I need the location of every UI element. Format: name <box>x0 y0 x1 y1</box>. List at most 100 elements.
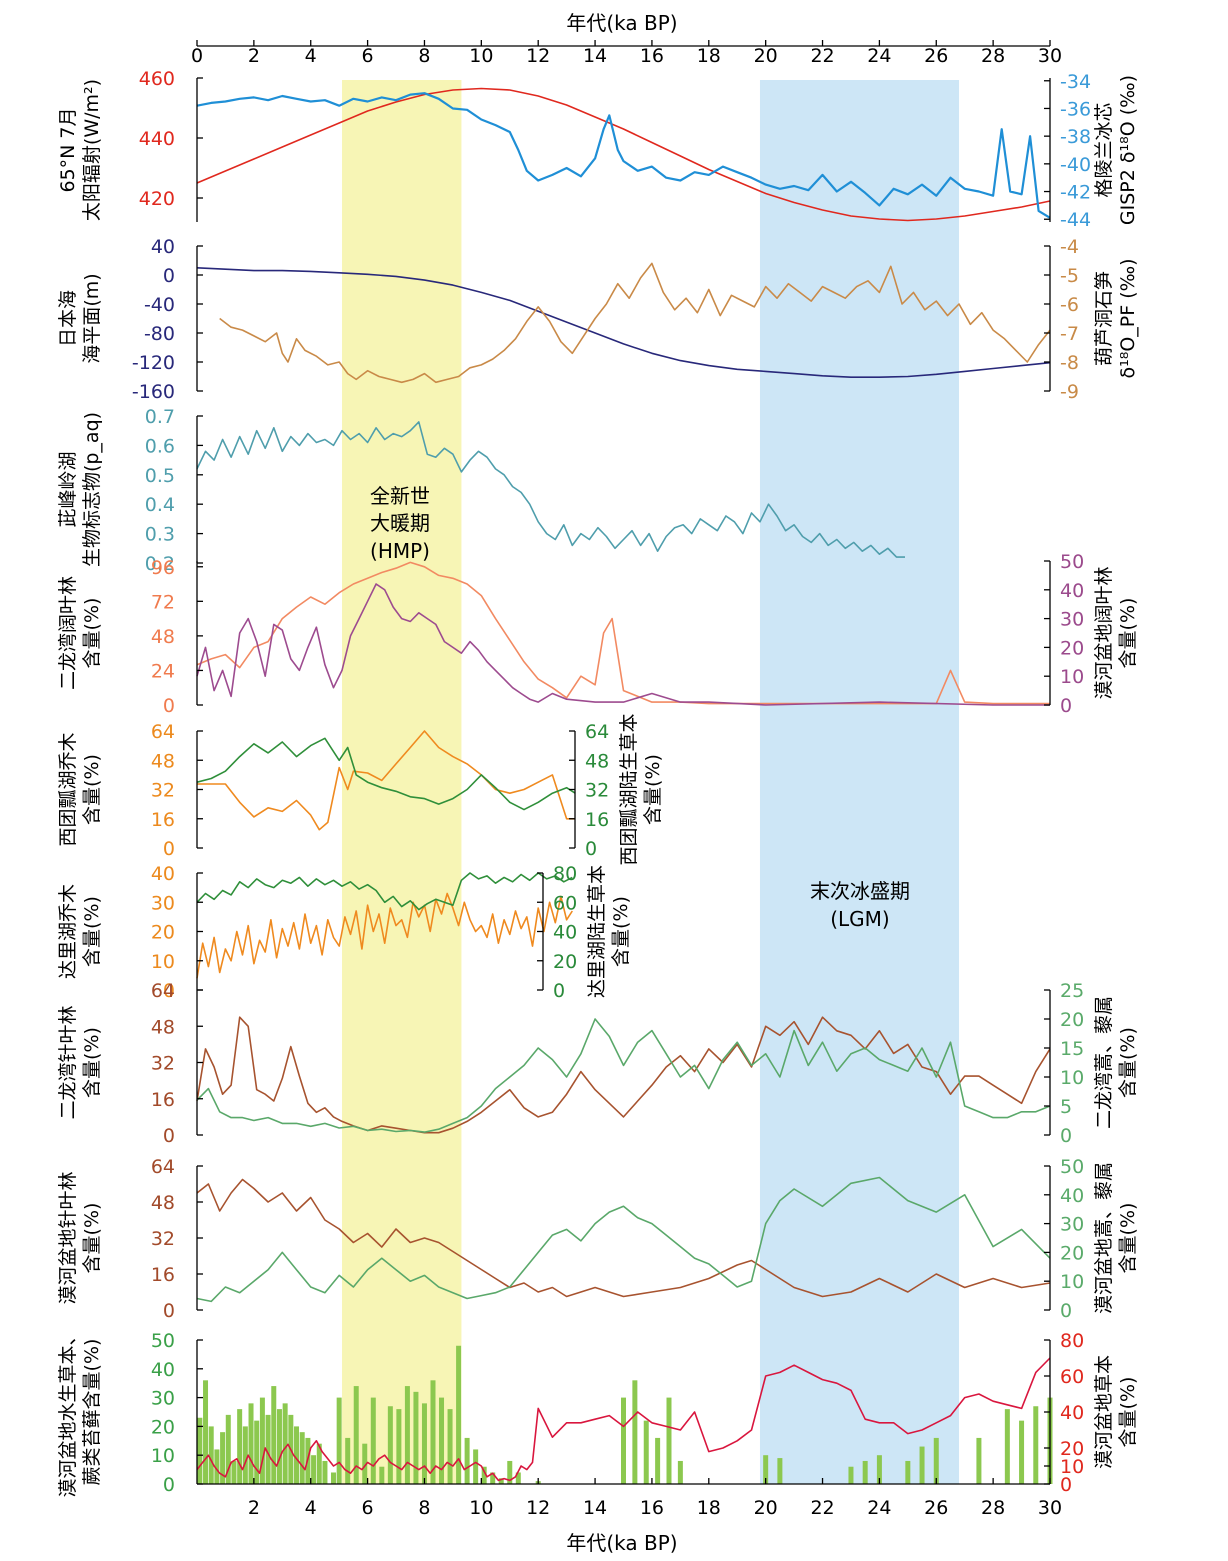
p9-bar <box>387 1406 393 1484</box>
p9-bar <box>862 1460 868 1484</box>
p5-right-axis-label: 西团瓢湖陆生草本 <box>618 713 640 865</box>
top-x-axis-title: 年代(ka BP) <box>566 11 677 35</box>
p3-left-axis-label: 茈峰岭湖 <box>57 451 79 527</box>
p9-bar <box>1033 1406 1039 1484</box>
p4-series-2-line <box>196 583 1050 706</box>
p9-bar <box>413 1391 419 1484</box>
p1-right-tick-label: -40 <box>1060 154 1091 176</box>
p5-right-tick-label: 32 <box>585 780 609 802</box>
p8-left-tick-label: 16 <box>151 1264 175 1286</box>
p7-right-tick-label: 5 <box>1060 1096 1072 1118</box>
p5-series-2-line <box>196 737 576 811</box>
bottom-x-tick-label: 30 <box>1038 1497 1062 1519</box>
p9-bar <box>777 1458 783 1484</box>
p6-left-axis-label: 达里湖乔木 <box>57 884 79 979</box>
bottom-x-axis-title: 年代(ka BP) <box>566 1531 677 1555</box>
p2-left-tick-label: 40 <box>151 236 175 258</box>
top-x-tick-label: 4 <box>305 45 317 67</box>
p6-right-tick-label: 60 <box>553 892 577 914</box>
p9-bar <box>225 1414 231 1484</box>
p6-right-tick-label: 0 <box>553 980 565 1002</box>
p9-left-tick-label: 20 <box>151 1416 175 1438</box>
p6-right-axis-label: 达里湖陆生草本 <box>586 865 608 998</box>
p9-bar <box>231 1460 237 1484</box>
p4-right-tick-label: 20 <box>1060 637 1084 659</box>
p5-right-tick-label: 16 <box>585 809 609 831</box>
p9-bar <box>763 1455 769 1484</box>
p1-left-tick-label: 420 <box>139 188 175 210</box>
top-x-tick-label: 26 <box>924 45 948 67</box>
p5-left-tick-label: 32 <box>151 780 175 802</box>
p2-series-1-line <box>196 267 1051 378</box>
p6-left-tick-label: 0 <box>163 980 175 1002</box>
p8-left-tick-label: 64 <box>151 1156 175 1178</box>
p2-left-tick-label: 0 <box>163 265 175 287</box>
p9-bar <box>447 1409 453 1484</box>
top-x-tick-label: 8 <box>418 45 430 67</box>
p9-bar <box>848 1466 854 1484</box>
p9-bar <box>276 1409 282 1484</box>
p9-bar <box>265 1414 271 1484</box>
p9-bar <box>507 1460 513 1484</box>
bottom-x-tick-label: 10 <box>469 1497 493 1519</box>
p5-left-tick-label: 0 <box>163 838 175 860</box>
p6-right-axis-label: 含量(%) <box>610 896 632 967</box>
p9-bar <box>976 1437 982 1484</box>
p5-left-axis-label: 西团瓢湖乔木 <box>57 732 79 846</box>
p1-series-1-line <box>196 87 1051 222</box>
p9-bar <box>379 1466 385 1484</box>
p9-left-tick-label: 10 <box>151 1445 175 1467</box>
p9-bar <box>655 1437 661 1484</box>
bottom-x-tick-label: 20 <box>754 1497 778 1519</box>
p9-left-tick-label: 50 <box>151 1330 175 1352</box>
p9-left-axis-label: 蕨类苔藓含量(%) <box>81 1339 103 1486</box>
p9-bar <box>370 1397 376 1484</box>
p7-left-tick-label: 0 <box>163 1125 175 1147</box>
hmp-shade <box>342 80 462 1484</box>
p9-right-axis-label: 漠河盆地草本 <box>1093 1355 1115 1469</box>
top-x-tick-label: 0 <box>191 45 203 67</box>
p9-bar <box>933 1437 939 1484</box>
p9-bar <box>498 1478 504 1484</box>
p4-left-axis-label: 二龙湾阔叶林 <box>57 576 79 690</box>
p7-right-axis-label: 含量(%) <box>1117 1027 1139 1098</box>
p1-left-tick-label: 460 <box>139 68 175 90</box>
p7-series-2-line <box>196 1018 1051 1133</box>
p1-right-axis-label: GISP2 δ¹⁸O (‰) <box>1117 75 1139 225</box>
p5-right-tick-label: 0 <box>585 838 597 860</box>
p7-right-tick-label: 20 <box>1060 1009 1084 1031</box>
p8-left-tick-label: 48 <box>151 1192 175 1214</box>
p1-right-tick-label: -34 <box>1060 71 1091 93</box>
p8-right-tick-label: 30 <box>1060 1214 1084 1236</box>
p2-right-axis-label: δ¹⁸O_PF (‰) <box>1117 258 1139 378</box>
p9-bar <box>404 1386 410 1484</box>
p2-right-tick-label: -8 <box>1060 352 1079 374</box>
p9-bar <box>322 1460 328 1484</box>
top-x-tick-label: 22 <box>810 45 834 67</box>
p9-bar <box>905 1460 911 1484</box>
p1-right-tick-label: -38 <box>1060 126 1091 148</box>
p8-right-tick-label: 40 <box>1060 1185 1084 1207</box>
p2-left-tick-label: -80 <box>144 323 175 345</box>
p1-right-tick-label: -44 <box>1060 209 1091 231</box>
p6-right-tick-label: 20 <box>553 951 577 973</box>
lgm-label-line-2: (LGM) <box>830 907 890 931</box>
p2-right-tick-label: -9 <box>1060 381 1079 403</box>
p7-left-tick-label: 16 <box>151 1089 175 1111</box>
p9-bar <box>214 1449 220 1484</box>
p6-left-tick-label: 40 <box>151 863 175 885</box>
p2-right-tick-label: -7 <box>1060 323 1079 345</box>
p8-series-2-line <box>196 1176 1051 1303</box>
bottom-x-tick-label: 6 <box>362 1497 374 1519</box>
p9-left-tick-label: 30 <box>151 1388 175 1410</box>
p6-left-tick-label: 20 <box>151 922 175 944</box>
p1-right-tick-label: -42 <box>1060 182 1091 204</box>
p8-left-axis-label: 漠河盆地针叶林 <box>57 1171 79 1304</box>
hmp-label-line-1: 全新世 <box>370 484 430 508</box>
hmp-label: 全新世 大暖期 (HMP) <box>370 484 430 563</box>
bottom-x-tick-label: 8 <box>418 1497 430 1519</box>
p4-right-axis-label: 含量(%) <box>1117 598 1139 669</box>
p9-left-tick-label: 0 <box>163 1474 175 1496</box>
hmp-label-line-2: 大暖期 <box>370 511 430 535</box>
p6-left-axis-label: 含量(%) <box>81 896 103 967</box>
